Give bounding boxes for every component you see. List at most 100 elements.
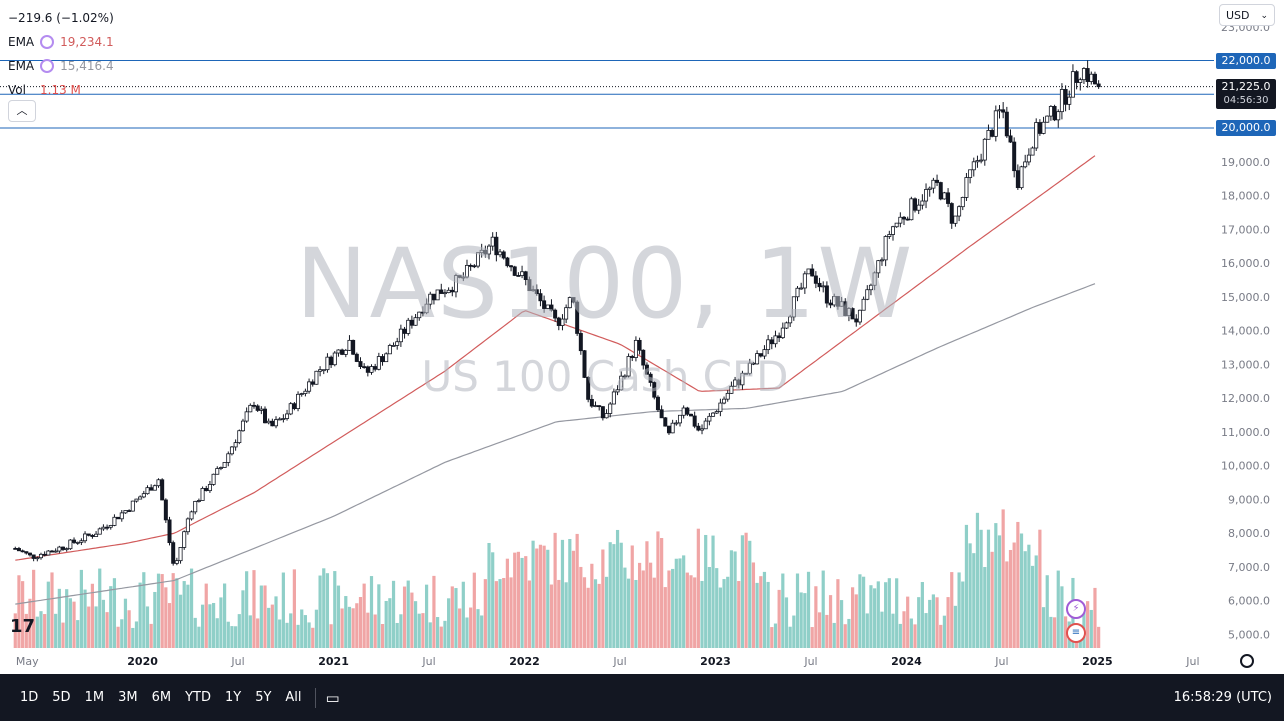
volume-bar [590, 563, 594, 648]
calendar-icon[interactable]: ▭ [325, 688, 340, 707]
volume-bar [634, 579, 638, 648]
candle-body [24, 551, 29, 554]
time-tick-label: 2023 [700, 655, 731, 668]
volume-bar [615, 529, 620, 648]
collapse-legend-button[interactable]: ︿ [8, 100, 36, 122]
candle-body [1070, 71, 1075, 98]
timeframe-button[interactable]: All [285, 690, 302, 705]
candle-body [832, 296, 837, 306]
legend: −219.6 (−1.02%) EMA 19,234.1 EMA 15,416.… [8, 6, 114, 102]
volume-bar [579, 566, 583, 648]
candle-body [1096, 83, 1101, 88]
timeframe-button[interactable]: 5D [52, 690, 71, 705]
candle-body [979, 159, 984, 162]
clock[interactable]: 16:58:29 (UTC) [1173, 690, 1272, 705]
volume-bar [737, 581, 741, 648]
volume-bar [377, 584, 381, 648]
candle-body [575, 301, 580, 334]
candle-body [233, 442, 238, 448]
candle-body [215, 468, 220, 475]
ema-fast-row[interactable]: EMA 19,234.1 [8, 30, 114, 54]
price-level-tag: 20,000.0 [1216, 120, 1276, 137]
volume-bar [76, 620, 80, 648]
candle-body [288, 403, 293, 415]
bottom-toolbar: 1D 5D 1M 3M 6M YTD 1Y 5Y All ▭ 16:58:29 (UTC) [0, 674, 1284, 721]
candle-body [196, 500, 201, 502]
candle-body [27, 552, 32, 556]
volume-bar [814, 586, 818, 648]
volume-bar [821, 570, 825, 648]
volume-bar [953, 605, 958, 648]
candle-body [542, 300, 547, 309]
volume-bar [384, 600, 388, 648]
volume-bar [245, 571, 249, 648]
volume-bar [975, 512, 980, 648]
timeframe-button[interactable]: 1M [84, 690, 105, 705]
timeframe-button[interactable]: 6M [151, 690, 172, 705]
candle-body [90, 534, 95, 537]
ema-slow-line [15, 283, 1096, 605]
candle-body [744, 372, 749, 375]
candle-body [960, 197, 965, 208]
volume-bar [817, 612, 822, 648]
candle-body [927, 187, 932, 190]
volume-bar [68, 598, 72, 648]
volume-bar [795, 573, 800, 648]
timeframe-button[interactable]: 3M [118, 690, 138, 705]
volume-bar [79, 569, 83, 648]
volume-bar [571, 550, 576, 648]
volume-bar [311, 627, 315, 648]
volume-bar [656, 531, 660, 648]
candle-body [986, 130, 991, 140]
time-tick-label: Jul [612, 655, 626, 668]
gear-icon[interactable] [1240, 654, 1254, 668]
candle-body [1078, 79, 1083, 83]
volume-bar [759, 576, 763, 648]
volume-bar [1016, 521, 1020, 648]
volume-bar [252, 570, 256, 648]
volume-bar [1019, 533, 1024, 648]
candle-body [821, 285, 826, 288]
timeframe-button[interactable]: YTD [185, 690, 211, 705]
candle-body [296, 393, 301, 410]
us-flag-icon[interactable]: ≡ [1066, 623, 1086, 643]
volume-bar [43, 614, 47, 648]
volume-bar [410, 592, 414, 648]
candle-body [968, 169, 973, 178]
volume-bar [178, 594, 183, 648]
volume-bar [865, 613, 869, 648]
volume-bar [134, 621, 139, 648]
volume-row[interactable]: Vol 1.13 M [8, 78, 114, 102]
candle-body [924, 189, 929, 202]
volume-bar [292, 569, 296, 648]
volume-bar [626, 578, 631, 648]
candle-body [1056, 111, 1061, 121]
volume-bar [597, 583, 601, 648]
timeframe-button[interactable]: 1Y [224, 690, 242, 705]
lightning-icon[interactable]: ⚡ [1066, 599, 1086, 619]
refresh-icon[interactable] [40, 35, 55, 49]
timeframe-button[interactable]: 5Y [255, 690, 272, 705]
candle-body [567, 297, 572, 309]
price-tick-label: 9,000.0 [1228, 493, 1270, 506]
volume-bar [1008, 549, 1013, 648]
candle-body [57, 546, 62, 552]
refresh-icon[interactable] [40, 59, 55, 73]
chart-canvas[interactable]: 23,000.022,000.021,000.020,000.019,000.0… [0, 0, 1284, 674]
volume-bar [1038, 529, 1042, 648]
volume-bar [223, 583, 227, 648]
volume-bar [876, 581, 880, 648]
candle-body [204, 488, 209, 492]
timeframe-button[interactable]: 1D [20, 690, 39, 705]
candle-body [909, 198, 914, 221]
volume-bar [237, 614, 241, 648]
currency-select[interactable]: USD ⌄ [1219, 4, 1275, 26]
volume-bar [549, 584, 554, 648]
candle-body [108, 525, 113, 528]
volume-bar [843, 624, 847, 648]
ema-slow-row[interactable]: EMA 15,416.4 [8, 54, 114, 78]
candle-body [46, 550, 51, 556]
volume-bar [395, 622, 399, 648]
candle-body [163, 499, 168, 521]
volume-bar [347, 606, 352, 648]
